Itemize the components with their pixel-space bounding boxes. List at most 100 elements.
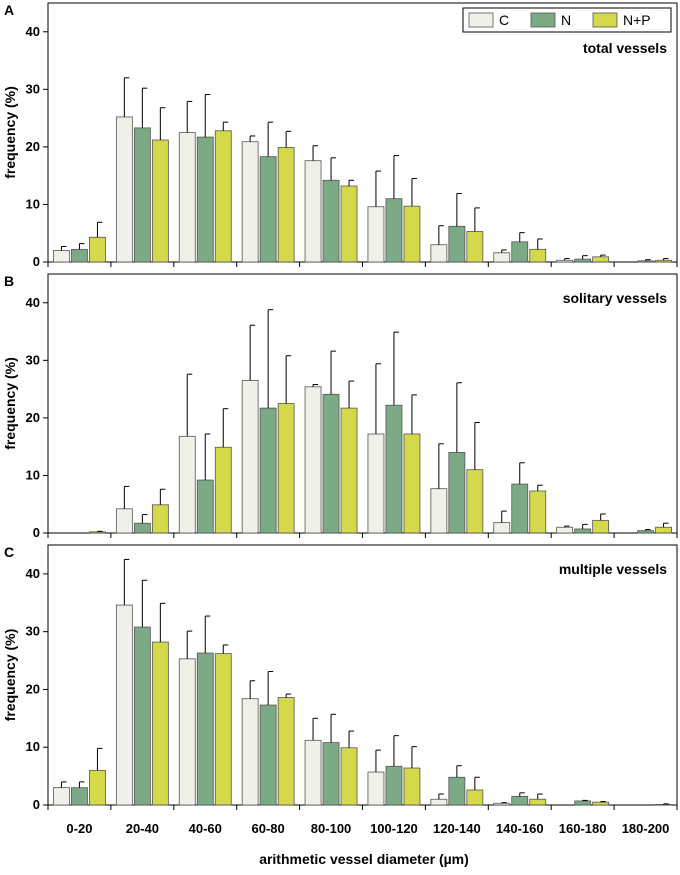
bar-n <box>322 742 340 806</box>
bar-c <box>304 739 322 806</box>
bar-c <box>367 206 385 263</box>
bar-n <box>259 704 277 806</box>
x-tick-label: 0-20 <box>66 821 92 836</box>
y-tick-label: 20 <box>26 681 40 696</box>
bar-n <box>637 260 654 263</box>
panel-letter: B <box>4 273 14 289</box>
bar-c <box>367 771 385 806</box>
bar-n <box>511 483 529 534</box>
bar-npp <box>529 490 547 534</box>
bar-npp <box>592 519 610 534</box>
bar-npp <box>340 185 358 263</box>
bar-c <box>430 488 448 534</box>
bar-npp <box>214 653 232 806</box>
bar-npp <box>214 130 232 263</box>
legend-box <box>462 7 672 33</box>
y-tick-label: 40 <box>26 566 40 581</box>
bar-c <box>430 798 448 806</box>
bar-npp <box>151 641 169 806</box>
bar-c <box>556 526 574 534</box>
bar-n <box>196 652 214 806</box>
bar-npp <box>655 526 672 534</box>
x-tick-label: 120-140 <box>433 821 481 836</box>
bar-c <box>241 698 259 806</box>
bar-npp <box>277 697 295 806</box>
y-axis-title: frequency (%) <box>2 357 18 450</box>
bar-npp <box>655 804 672 806</box>
x-tick-label: 140-160 <box>496 821 544 836</box>
bar-n <box>196 479 214 534</box>
y-tick-label: 0 <box>33 797 40 812</box>
bar-n <box>322 393 340 534</box>
bar-c <box>178 132 196 263</box>
bar-n <box>448 776 466 806</box>
bar-npp <box>466 469 484 534</box>
bar-c <box>367 433 385 534</box>
bar-n <box>385 765 403 806</box>
bar-npp <box>89 531 106 534</box>
panel-letter: A <box>4 2 14 18</box>
bar-c <box>556 259 574 263</box>
panel-title: total vessels <box>583 40 667 56</box>
bar-n <box>574 800 592 806</box>
bar-npp <box>592 801 610 806</box>
bar-c <box>493 522 511 534</box>
bar-npp <box>151 504 169 534</box>
bar-c <box>493 252 511 263</box>
x-tick-label: 60-80 <box>252 821 285 836</box>
bar-npp <box>340 747 358 806</box>
x-tick-label: 20-40 <box>126 821 159 836</box>
bar-n <box>259 156 277 263</box>
bar-n <box>133 626 151 806</box>
bar-npp <box>466 789 484 806</box>
x-tick-label: 160-180 <box>559 821 607 836</box>
bar-npp <box>403 433 421 534</box>
y-tick-label: 30 <box>26 624 40 639</box>
y-tick-label: 40 <box>26 295 40 310</box>
bar-n <box>448 225 466 263</box>
x-tick-label: 100-120 <box>370 821 418 836</box>
y-tick-label: 10 <box>26 196 40 211</box>
y-axis-title: frequency (%) <box>2 629 18 722</box>
panel-title: multiple vessels <box>559 561 667 577</box>
panel-letter: C <box>4 544 14 560</box>
plot-frame <box>47 273 678 534</box>
bar-n <box>133 127 151 263</box>
legend-swatch <box>468 12 494 28</box>
bar-npp <box>466 231 484 263</box>
bar-npp <box>340 407 358 534</box>
bar-c <box>241 380 259 534</box>
chart-legend: C N N+P <box>462 7 672 33</box>
y-tick-label: 30 <box>26 81 40 96</box>
y-tick-label: 30 <box>26 352 40 367</box>
bar-c <box>115 116 133 263</box>
bar-npp <box>277 403 295 534</box>
bar-c <box>178 435 196 534</box>
bar-npp <box>89 769 106 806</box>
bar-npp <box>151 139 169 263</box>
x-tick-label: 40-60 <box>189 821 222 836</box>
bar-npp <box>214 446 232 534</box>
bar-n <box>196 136 214 263</box>
y-tick-label: 40 <box>26 24 40 39</box>
bar-c <box>178 658 196 806</box>
bar-n <box>259 407 277 534</box>
bar-n <box>637 530 654 534</box>
bar-npp <box>403 767 421 806</box>
bar-n <box>511 795 529 806</box>
bar-c <box>304 160 322 263</box>
x-tick-label: 80-100 <box>311 821 351 836</box>
bar-c <box>241 141 259 263</box>
bar-n <box>71 248 88 263</box>
bar-n <box>71 787 88 806</box>
bar-npp <box>592 256 610 263</box>
bar-n <box>574 528 592 534</box>
legend-label: N <box>561 12 571 28</box>
bar-n <box>385 404 403 534</box>
y-tick-label: 10 <box>26 739 40 754</box>
bar-n <box>448 452 466 534</box>
bar-c <box>115 508 133 534</box>
